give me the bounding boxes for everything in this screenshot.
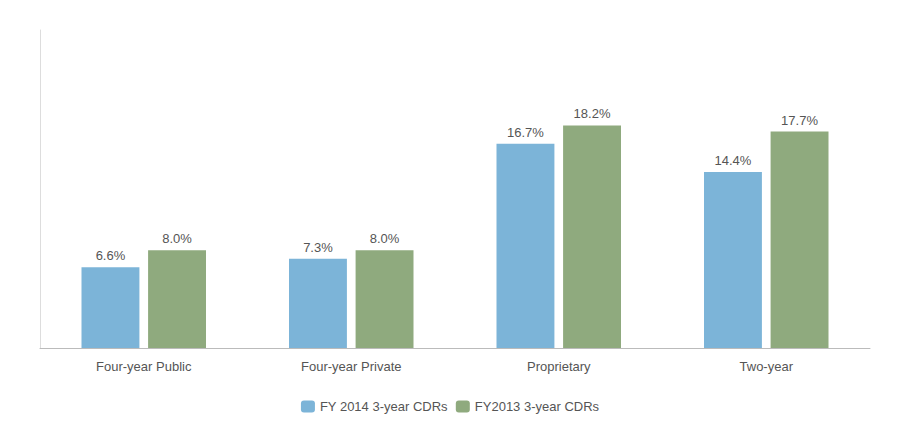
svg-text:14.4%: 14.4% (715, 153, 752, 168)
svg-text:Four-year Public: Four-year Public (96, 359, 192, 374)
svg-text:6.6%: 6.6% (96, 248, 126, 263)
svg-text:Four-year Private: Four-year Private (301, 359, 401, 374)
svg-text:7.3%: 7.3% (303, 240, 333, 255)
svg-text:FY 2014 3-year CDRs: FY 2014 3-year CDRs (320, 399, 448, 414)
svg-text:FY2013 3-year CDRs: FY2013 3-year CDRs (475, 399, 600, 414)
svg-text:16.7%: 16.7% (507, 125, 544, 140)
svg-text:8.0%: 8.0% (370, 231, 400, 246)
svg-text:18.2%: 18.2% (574, 106, 611, 121)
svg-text:17.7%: 17.7% (781, 113, 818, 128)
svg-text:Proprietary: Proprietary (527, 359, 591, 374)
svg-text:8.0%: 8.0% (162, 231, 192, 246)
svg-text:Two-year: Two-year (740, 359, 794, 374)
